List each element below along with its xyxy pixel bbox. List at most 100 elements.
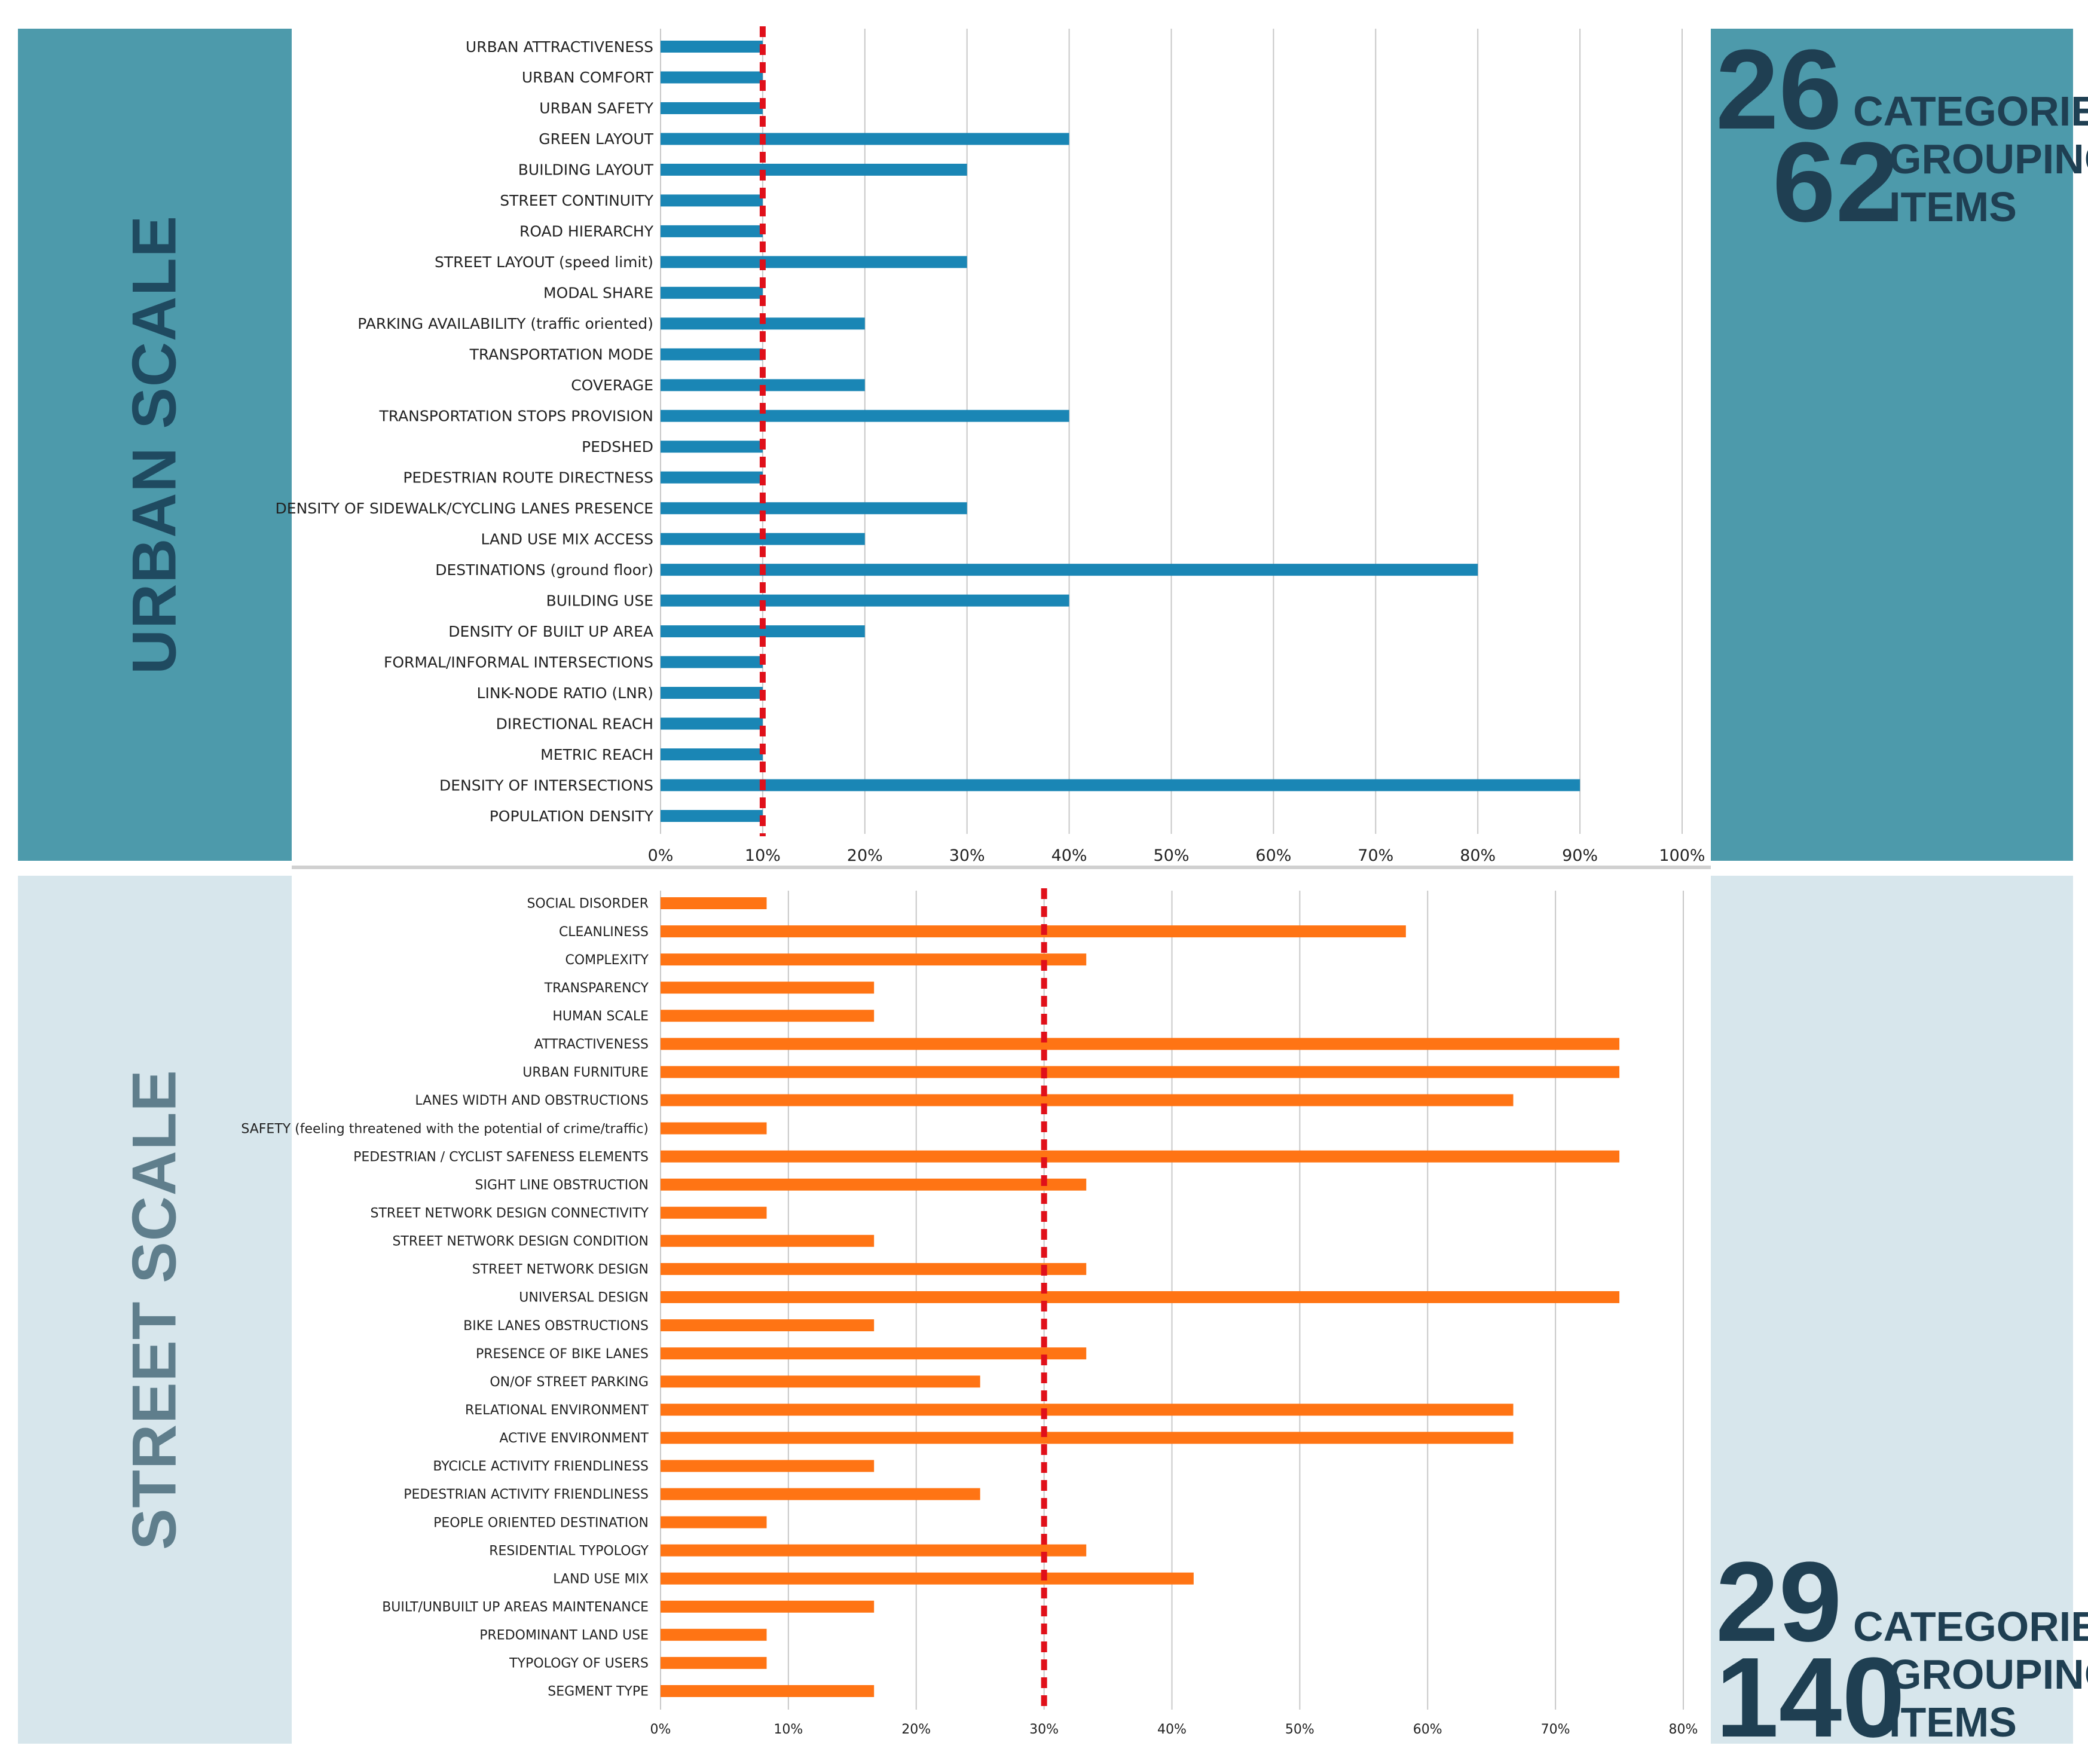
urban-tick-label: 90%: [1562, 846, 1598, 865]
street-tick-label: 70%: [1541, 1722, 1570, 1737]
urban-tick-label: 10%: [745, 846, 781, 865]
urban-bar: [661, 594, 1069, 607]
urban-bar: [661, 163, 967, 176]
street-tick-label: 20%: [901, 1722, 931, 1737]
street-tick-label: 60%: [1413, 1722, 1442, 1737]
street-category-label: RELATIONAL ENVIRONMENT: [465, 1403, 649, 1418]
urban-category-label: PEDESTRIAN ROUTE DIRECTNESS: [403, 469, 653, 486]
street-category-label: SEGMENT TYPE: [548, 1684, 649, 1699]
street-category-label: CLEANLINESS: [559, 925, 649, 940]
street-tick-label: 0%: [650, 1722, 671, 1737]
street-summary-panel: [1711, 876, 2073, 1744]
street-category-label: TYPOLOGY OF USERS: [509, 1656, 649, 1671]
urban-bar: [661, 564, 1478, 576]
street-tick-label: 10%: [774, 1722, 803, 1737]
street-tick-label: 30%: [1029, 1722, 1059, 1737]
urban-tick-label: 60%: [1255, 846, 1291, 865]
urban-bar: [661, 717, 763, 730]
urban-bar: [661, 41, 763, 53]
street-bar: [661, 1262, 1087, 1275]
street-bar: [661, 1234, 875, 1247]
street-tick-label: 50%: [1285, 1722, 1314, 1737]
urban-category-label: POPULATION DENSITY: [490, 808, 654, 825]
street-bar: [661, 1600, 875, 1613]
urban-category-label: PARKING AVAILABILITY (traffic oriented): [357, 315, 653, 332]
urban-category-label: LINK-NODE RATIO (LNR): [477, 684, 653, 702]
urban-categories-label: CATEGORIES: [1853, 88, 2088, 134]
urban-tick-label: 100%: [1659, 846, 1705, 865]
urban-category-label: URBAN ATTRACTIVENESS: [466, 38, 653, 56]
street-bar: [661, 897, 767, 909]
urban-tick-label: 80%: [1460, 846, 1496, 865]
street-category-label: TRANSPARENCY: [544, 981, 649, 996]
street-bar: [661, 1460, 875, 1472]
street-category-label: SIGHT LINE OBSTRUCTION: [475, 1178, 649, 1193]
urban-category-label: ROAD HIERARCHY: [519, 223, 654, 240]
urban-category-label: COVERAGE: [571, 377, 653, 394]
urban-category-label: MODAL SHARE: [543, 285, 653, 302]
street-bar: [661, 1122, 767, 1135]
street-category-label: STREET NETWORK DESIGN CONDITION: [392, 1234, 649, 1249]
street-bar: [661, 1038, 1620, 1050]
section-divider: [292, 866, 1711, 869]
street-bar: [661, 1432, 1514, 1444]
street-categories-label: CATEGORIES: [1853, 1603, 2088, 1650]
urban-category-label: STREET CONTINUITY: [500, 192, 653, 209]
urban-bar: [661, 810, 763, 822]
urban-category-label: URBAN SAFETY: [539, 100, 653, 117]
urban-category-label: DESTINATIONS (ground floor): [435, 561, 653, 579]
street-category-label: ATTRACTIVENESS: [534, 1037, 649, 1052]
street-bar: [661, 1291, 1620, 1303]
street-bar: [661, 1516, 767, 1528]
street-category-label: RESIDENTIAL TYPOLOGY: [489, 1543, 649, 1558]
urban-bar: [661, 102, 763, 114]
street-bar: [661, 1178, 1087, 1191]
urban-category-label: URBAN COMFORT: [522, 69, 654, 86]
urban-category-label: GREEN LAYOUT: [539, 130, 654, 148]
street-category-label: PRESENCE OF BIKE LANES: [476, 1347, 649, 1362]
urban-tick-label: 70%: [1358, 846, 1393, 865]
urban-bar: [661, 656, 763, 668]
street-bar: [661, 925, 1406, 938]
urban-bar: [661, 502, 967, 515]
urban-bar: [661, 71, 763, 84]
street-category-label: LAND USE MIX: [553, 1572, 649, 1586]
street-bar: [661, 1628, 767, 1641]
street-categories-count: 29: [1716, 1539, 1842, 1665]
street-bar: [661, 1375, 980, 1388]
urban-bar: [661, 194, 763, 207]
street-category-label: BUILT/UNBUILT UP AREAS MAINTENANCE: [382, 1600, 649, 1615]
urban-summary: 26 CATEGORIES 62 GROUPING ITEMS: [1716, 26, 2088, 246]
street-category-label: STREET NETWORK DESIGN CONNECTIVITY: [371, 1206, 649, 1221]
street-bar: [661, 1094, 1514, 1106]
street-tick-label: 80%: [1669, 1722, 1698, 1737]
street-items-count: 140: [1716, 1634, 1905, 1761]
urban-category-label: PEDSHED: [582, 438, 653, 455]
street-category-label: URBAN FURNITURE: [522, 1065, 649, 1080]
street-category-label: ACTIVE ENVIRONMENT: [499, 1431, 649, 1446]
street-category-label: HUMAN SCALE: [552, 1009, 649, 1024]
urban-bar: [661, 625, 865, 638]
urban-category-label: DENSITY OF BUILT UP AREA: [448, 623, 653, 640]
urban-category-label: FORMAL/INFORMAL INTERSECTIONS: [384, 653, 653, 671]
urban-scale-panel: URBAN SCALE: [18, 29, 292, 861]
street-category-label: ON/OF STREET PARKING: [490, 1375, 649, 1390]
street-bar: [661, 1572, 1194, 1585]
street-category-label: SOCIAL DISORDER: [527, 897, 649, 912]
street-bar: [661, 1347, 1087, 1360]
urban-bar: [661, 348, 763, 360]
urban-category-label: DENSITY OF SIDEWALK/CYCLING LANES PRESEN…: [276, 500, 653, 517]
urban-category-label: STREET LAYOUT (speed limit): [435, 253, 653, 271]
street-category-label: PEDESTRIAN ACTIVITY FRIENDLINESS: [403, 1487, 649, 1502]
street-bar: [661, 1319, 875, 1332]
street-category-label: SAFETY (feeling threatened with the pote…: [241, 1121, 649, 1136]
urban-tick-label: 0%: [648, 846, 674, 865]
urban-category-label: DENSITY OF INTERSECTIONS: [439, 776, 653, 794]
urban-bar: [661, 256, 967, 268]
urban-bar: [661, 441, 763, 453]
street-scale-panel: STREET SCALE: [18, 876, 292, 1744]
urban-category-label: TRANSPORTATION MODE: [469, 346, 653, 363]
street-grouping-label: GROUPING: [1889, 1651, 2088, 1698]
street-bar: [661, 982, 875, 994]
street-bar: [661, 953, 1087, 966]
